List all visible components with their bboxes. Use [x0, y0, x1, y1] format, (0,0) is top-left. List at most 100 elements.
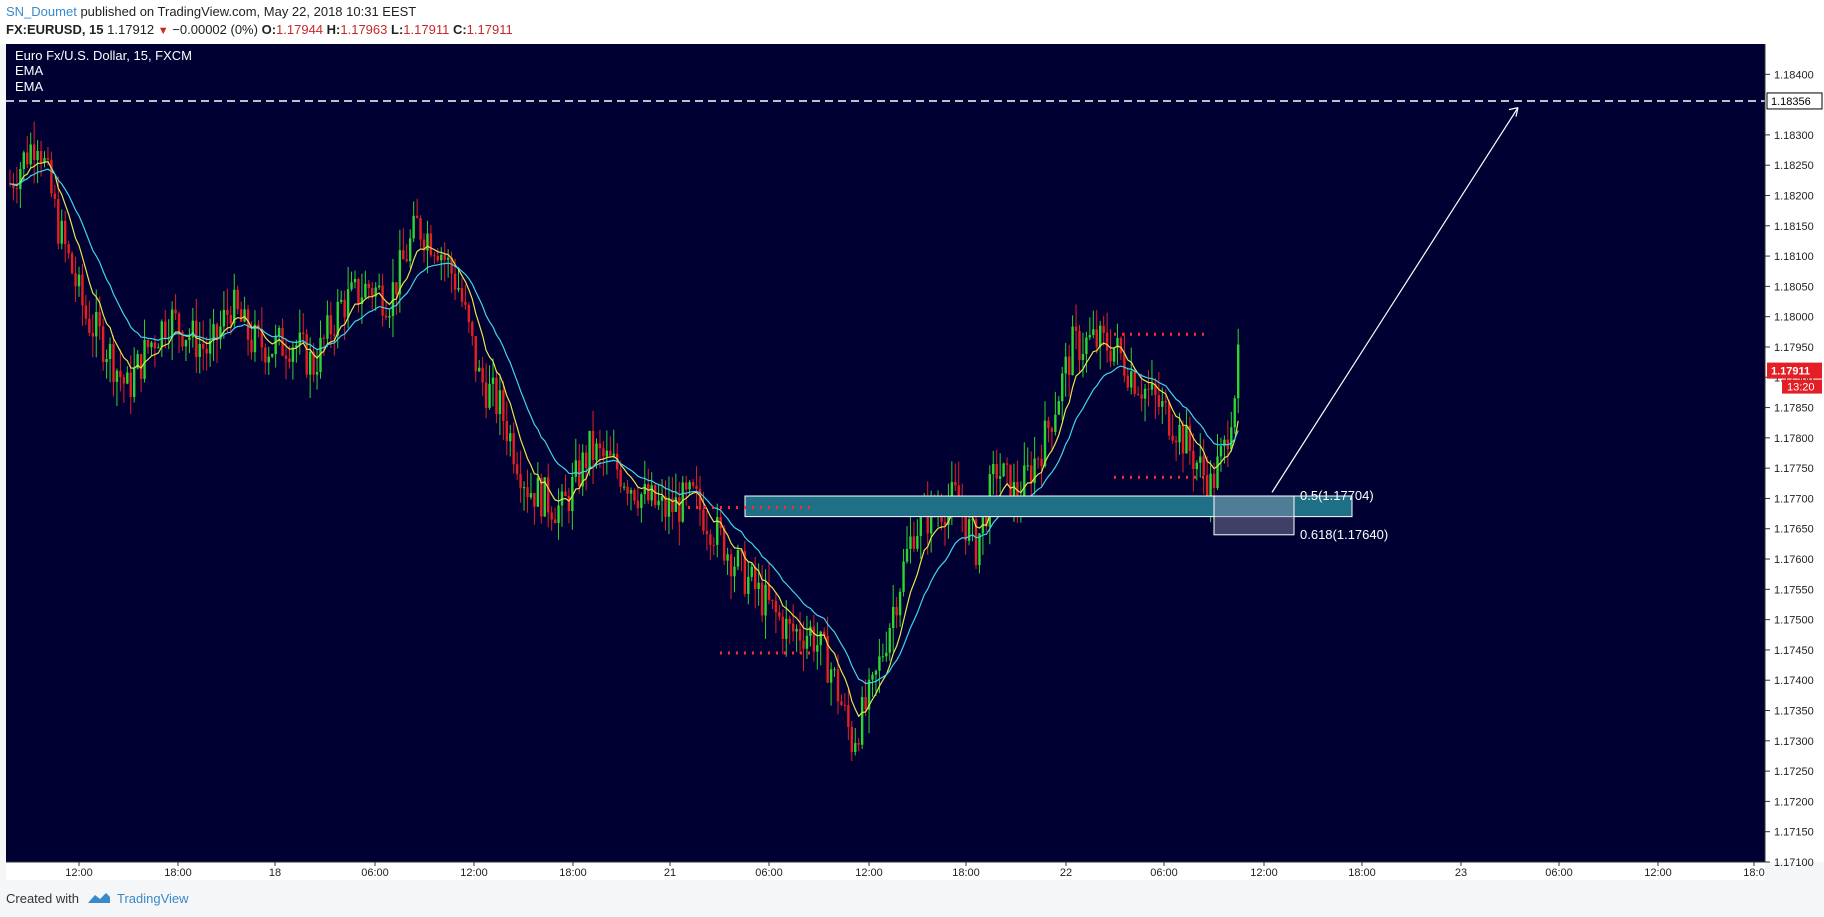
candle-body	[322, 337, 326, 339]
candle-body	[453, 273, 457, 290]
indicator-ema-1[interactable]: EMA	[15, 63, 44, 78]
candle-body	[1192, 450, 1195, 470]
candle-body	[457, 288, 460, 290]
publisher-link[interactable]: SN_Doumet	[6, 4, 77, 19]
candle-body	[529, 493, 533, 498]
symbol-label: FX:EURUSD, 15	[6, 22, 104, 37]
candle-body	[633, 490, 636, 501]
candle-body	[1188, 425, 1192, 451]
candle-body	[464, 301, 467, 305]
candle-body	[1036, 458, 1040, 460]
ema-slow-line	[9, 168, 1239, 685]
candle-body	[239, 309, 243, 322]
price-axis[interactable]	[1765, 44, 1824, 862]
candle-body	[902, 561, 905, 592]
tradingview-logo-icon[interactable]	[86, 890, 112, 906]
time-tick-label: 12:00	[460, 867, 488, 879]
candle-body	[174, 309, 177, 314]
price-tick-label: 1.18100	[1774, 251, 1814, 263]
candles-layer	[8, 121, 1240, 762]
candle-body	[1181, 424, 1185, 454]
candle-body	[995, 463, 998, 479]
chart-header: SN_Doumet published on TradingView.com, …	[0, 0, 1824, 44]
close-value: 1.17911	[466, 22, 513, 37]
candle-body	[122, 377, 126, 384]
candle-body	[709, 534, 712, 545]
candle-body	[574, 460, 577, 477]
candle-body	[760, 582, 764, 616]
candle-body	[377, 285, 381, 288]
candle-body	[1230, 427, 1233, 450]
time-tick-label: 18	[269, 867, 281, 879]
candle-body	[191, 320, 195, 338]
candle-body	[515, 464, 519, 475]
candle-body	[1136, 393, 1140, 395]
fib-level-label: 0.5(1.17704)	[1300, 488, 1374, 503]
candle-body	[384, 315, 388, 318]
time-tick-label: 12:00	[1644, 867, 1672, 879]
price-tick-label: 1.17800	[1774, 433, 1814, 445]
target-price-box	[1766, 92, 1823, 110]
candle-body	[371, 287, 374, 297]
candle-body	[1002, 463, 1005, 477]
candle-body	[767, 584, 771, 601]
candle-body	[843, 704, 847, 706]
candle-body	[219, 326, 222, 340]
candle-body	[967, 519, 971, 541]
candle-body	[119, 370, 122, 378]
candle-body	[29, 144, 32, 165]
candle-body	[198, 343, 201, 358]
candle-body	[1092, 329, 1095, 336]
candle-body	[1071, 326, 1074, 376]
time-axis[interactable]	[6, 862, 1765, 880]
candle-body	[346, 289, 350, 318]
candle-body	[77, 274, 81, 287]
candle-body	[774, 600, 778, 613]
candle-body	[598, 443, 602, 449]
candle-body	[208, 340, 212, 354]
candle-body	[602, 448, 605, 457]
candle-body	[688, 482, 691, 490]
candle-body	[295, 345, 298, 348]
candle-body	[898, 591, 902, 616]
candle-body	[647, 484, 650, 501]
indicator-ema-2[interactable]: EMA	[15, 79, 44, 94]
candle-body	[519, 474, 522, 488]
candle-body	[926, 503, 929, 534]
candle-body	[1067, 356, 1071, 376]
candle-body	[1064, 356, 1067, 374]
candle-body	[81, 274, 84, 306]
candle-body	[108, 343, 112, 360]
candle-body	[50, 159, 53, 194]
candle-body	[733, 566, 736, 577]
candle-body	[857, 743, 860, 745]
candle-body	[1185, 425, 1188, 454]
candle-body	[885, 652, 888, 657]
candle-body	[1081, 354, 1085, 361]
candle-body	[1047, 420, 1050, 428]
last-price-box	[1767, 362, 1822, 379]
candle-body	[533, 493, 536, 507]
candle-body	[274, 335, 277, 355]
candle-body	[1195, 462, 1198, 470]
candle-body	[702, 509, 705, 531]
candle-body	[1043, 420, 1047, 467]
price-tick-label: 1.18250	[1774, 160, 1814, 172]
candle-body	[450, 257, 453, 274]
time-tick-label: 18:0	[1743, 867, 1764, 879]
candle-body	[526, 487, 529, 498]
projection-arrow-line	[1271, 107, 1519, 493]
candle-body	[412, 215, 415, 239]
candle-body	[1088, 335, 1092, 338]
candle-body	[126, 372, 129, 384]
candle-body	[481, 367, 484, 383]
price-chart[interactable]: 0.5(1.17704) 0.618(1.17640) 1.18400 1.1830…	[0, 44, 1824, 880]
tradingview-brand-link[interactable]: TradingView	[117, 891, 189, 906]
candle-body	[622, 486, 626, 488]
high-value: 1.17963	[340, 22, 388, 37]
candle-body	[643, 484, 646, 495]
candle-body	[1116, 338, 1119, 348]
candle-body	[736, 549, 740, 567]
candle-body	[785, 618, 788, 639]
candle-body	[1130, 371, 1133, 388]
